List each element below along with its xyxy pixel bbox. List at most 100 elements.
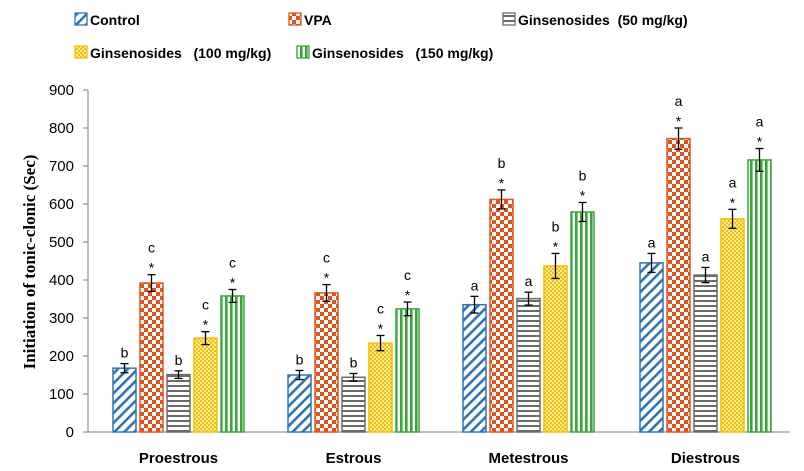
legend-label: Ginsenosides (50 mg/kg)	[518, 12, 688, 28]
significance-letter: a	[702, 248, 710, 264]
legend-swatch	[74, 45, 88, 59]
significance-letter: c	[377, 300, 384, 316]
bar	[693, 274, 718, 433]
error-bar	[728, 208, 737, 229]
significance-star: *	[757, 134, 763, 150]
bar	[341, 376, 366, 433]
significance-letter: b	[350, 354, 358, 370]
error-bar	[295, 369, 304, 381]
significance-letter: c	[202, 297, 209, 313]
legend-item: Ginsenosides (150 mg/kg)	[296, 45, 493, 61]
y-tick-label: 200	[49, 348, 74, 365]
legend-swatch	[296, 45, 310, 59]
legend-label: Ginsenosides (150 mg/kg)	[312, 45, 493, 61]
legend-item: Ginsenosides (50 mg/kg)	[502, 12, 688, 28]
bar	[314, 292, 339, 433]
significance-star: *	[730, 194, 736, 210]
y-tick-label: 900	[49, 82, 74, 99]
bar	[516, 297, 541, 433]
significance-letter: c	[229, 255, 236, 271]
y-tick-label: 800	[49, 120, 74, 137]
bar	[368, 342, 393, 433]
bar	[666, 137, 691, 433]
x-category-label: Proestrous	[139, 450, 218, 467]
bar	[462, 303, 487, 433]
significance-letter: b	[552, 218, 560, 234]
bar	[489, 198, 514, 433]
error-bar	[701, 266, 710, 284]
bar	[220, 295, 245, 433]
significance-star: *	[378, 320, 384, 336]
significance-letter: b	[121, 345, 129, 361]
error-bar	[470, 295, 479, 314]
significance-letter: a	[471, 277, 479, 293]
bar	[139, 282, 164, 433]
significance-letter: c	[148, 240, 155, 256]
significance-letter: c	[323, 250, 330, 266]
error-bar	[120, 362, 129, 374]
significance-star: *	[499, 175, 505, 191]
legend-label: Control	[90, 12, 140, 28]
significance-star: *	[230, 275, 236, 291]
bar	[570, 211, 595, 433]
error-bar	[376, 334, 385, 352]
significance-letter: a	[525, 273, 533, 289]
annotations: b b a a * c * c * b * a b b a a * c * c * b * a * c * c * b * a	[121, 93, 764, 370]
significance-letter: c	[404, 267, 411, 283]
bar	[720, 218, 745, 433]
significance-letter: a	[729, 174, 737, 190]
y-tick-label: 100	[49, 386, 74, 403]
y-tick-label: 700	[49, 158, 74, 175]
significance-star: *	[580, 187, 586, 203]
legend-swatch	[74, 12, 88, 26]
legend-swatch	[502, 12, 516, 26]
significance-star: *	[676, 113, 682, 129]
significance-star: *	[203, 317, 209, 333]
x-category-label: Metestrous	[488, 450, 568, 467]
y-tick-label: 400	[49, 272, 74, 289]
y-axis-label: Initiation of tonic-clonic (Sec)	[20, 155, 39, 370]
x-category-label: Diestrous	[671, 450, 740, 467]
error-bar	[147, 274, 156, 293]
legend-swatch	[288, 12, 302, 26]
error-bar	[174, 370, 183, 380]
legend: Control VPA Ginsenosides (50 mg/kg) Ginseno…	[74, 12, 688, 61]
y-tick-label: 300	[49, 310, 74, 327]
y-tick-label: 500	[49, 234, 74, 251]
error-bar	[755, 147, 764, 172]
significance-letter: b	[175, 352, 183, 368]
bars	[112, 127, 772, 433]
significance-letter: b	[579, 167, 587, 183]
significance-letter: b	[498, 155, 506, 171]
error-bar	[403, 301, 412, 317]
error-bar	[674, 127, 683, 150]
legend-label: VPA	[304, 12, 332, 28]
bar	[543, 265, 568, 433]
axes: 0 100 200 300 400 500 600 700 800 900 Proestrous Es…	[49, 82, 790, 467]
y-tick-label: 600	[49, 196, 74, 213]
legend-item: Control	[74, 12, 140, 28]
significance-letter: a	[756, 114, 764, 130]
bar	[112, 367, 137, 433]
error-bar	[322, 283, 331, 302]
bar	[395, 308, 420, 433]
bar	[639, 262, 664, 433]
significance-star: *	[324, 270, 330, 286]
error-bar	[578, 201, 587, 223]
significance-star: *	[149, 260, 155, 276]
significance-star: *	[553, 238, 559, 254]
significance-star: *	[405, 287, 411, 303]
error-bar	[201, 331, 210, 346]
y-tick-label: 0	[66, 424, 74, 441]
legend-item: VPA	[288, 12, 332, 28]
bar	[747, 159, 772, 433]
error-bar	[228, 288, 237, 304]
significance-letter: a	[648, 234, 656, 250]
x-category-label: Estrous	[326, 450, 382, 467]
significance-letter: a	[675, 93, 683, 109]
error-bar	[524, 291, 533, 306]
bar	[193, 337, 218, 433]
legend-label: Ginsenosides (100 mg/kg)	[90, 45, 271, 61]
bar	[287, 374, 312, 433]
